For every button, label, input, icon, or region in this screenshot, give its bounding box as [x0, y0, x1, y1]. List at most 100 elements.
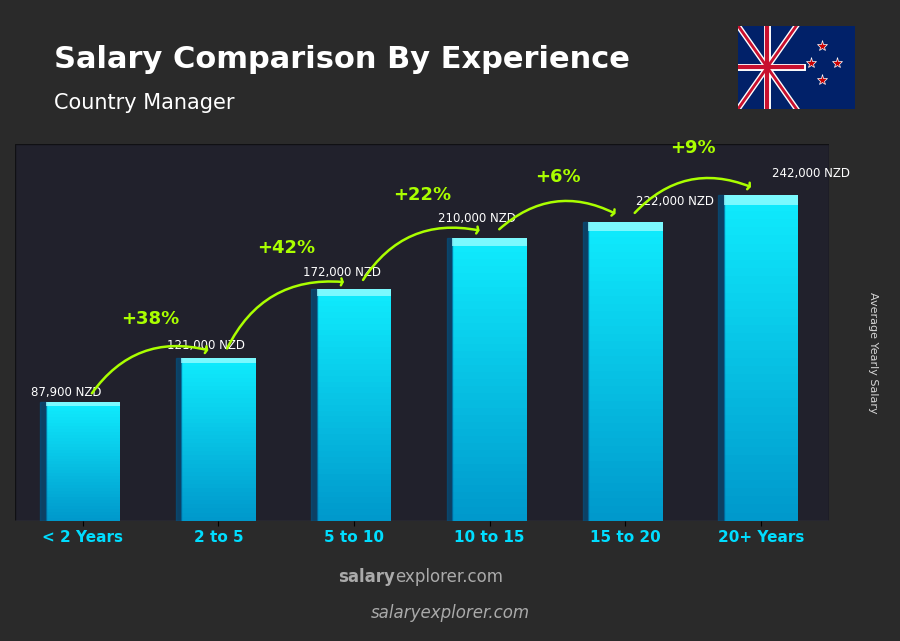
Bar: [453, 372, 527, 379]
Bar: [317, 503, 392, 509]
Text: 172,000 NZD: 172,000 NZD: [302, 266, 381, 279]
Bar: [453, 394, 527, 401]
Bar: [181, 435, 256, 439]
Bar: [181, 358, 256, 362]
Bar: [46, 441, 120, 444]
Bar: [46, 414, 120, 417]
Text: +38%: +38%: [122, 310, 180, 328]
Bar: [724, 235, 798, 244]
Bar: [317, 387, 392, 394]
Bar: [724, 415, 798, 423]
Bar: [317, 312, 392, 318]
Bar: [453, 408, 527, 415]
Bar: [453, 294, 527, 301]
Text: Average Yearly Salary: Average Yearly Salary: [868, 292, 878, 413]
Polygon shape: [176, 358, 181, 520]
Bar: [46, 458, 120, 462]
Text: Salary Comparison By Experience: Salary Comparison By Experience: [54, 45, 630, 74]
Bar: [317, 347, 392, 353]
Bar: [46, 429, 120, 432]
Bar: [588, 469, 662, 476]
Bar: [724, 325, 798, 333]
Bar: [588, 356, 662, 363]
Text: salaryexplorer.com: salaryexplorer.com: [371, 604, 529, 622]
Bar: [46, 491, 120, 494]
Bar: [724, 406, 798, 415]
Bar: [181, 488, 256, 492]
Bar: [46, 423, 120, 426]
Bar: [181, 500, 256, 504]
Bar: [453, 513, 527, 520]
Bar: [317, 335, 392, 341]
Bar: [181, 472, 256, 476]
Bar: [181, 362, 256, 366]
Bar: [453, 492, 527, 499]
Bar: [453, 387, 527, 394]
Bar: [453, 287, 527, 294]
Bar: [317, 289, 392, 295]
Bar: [453, 315, 527, 322]
Bar: [724, 309, 798, 317]
Bar: [317, 445, 392, 451]
Bar: [181, 358, 256, 363]
Bar: [181, 366, 256, 370]
Bar: [453, 485, 527, 492]
Bar: [724, 382, 798, 390]
Bar: [724, 358, 798, 366]
Bar: [317, 376, 392, 381]
Bar: [46, 467, 120, 470]
Bar: [317, 324, 392, 329]
Bar: [453, 280, 527, 287]
Text: 222,000 NZD: 222,000 NZD: [636, 196, 715, 208]
Bar: [453, 245, 527, 252]
Bar: [588, 341, 662, 349]
Bar: [181, 439, 256, 444]
Bar: [588, 476, 662, 483]
Bar: [588, 296, 662, 304]
Bar: [724, 399, 798, 406]
Bar: [453, 365, 527, 372]
Bar: [588, 274, 662, 281]
Bar: [181, 456, 256, 460]
Bar: [724, 228, 798, 235]
Bar: [588, 371, 662, 379]
Bar: [317, 417, 392, 422]
Bar: [453, 436, 527, 443]
Bar: [453, 415, 527, 422]
Bar: [181, 378, 256, 382]
Bar: [181, 394, 256, 399]
Polygon shape: [447, 238, 453, 520]
Bar: [46, 470, 120, 473]
Bar: [588, 363, 662, 371]
Bar: [317, 318, 392, 324]
Bar: [317, 394, 392, 399]
Bar: [46, 500, 120, 503]
Bar: [46, 453, 120, 456]
Bar: [588, 244, 662, 251]
Bar: [724, 195, 798, 203]
Bar: [724, 472, 798, 480]
Bar: [588, 483, 662, 491]
Bar: [588, 513, 662, 520]
Bar: [588, 281, 662, 289]
Bar: [724, 292, 798, 301]
Polygon shape: [311, 289, 317, 520]
Bar: [46, 449, 120, 453]
Bar: [588, 506, 662, 513]
Bar: [46, 408, 120, 411]
Bar: [46, 494, 120, 497]
FancyBboxPatch shape: [15, 144, 829, 520]
Bar: [46, 497, 120, 500]
Bar: [317, 295, 392, 301]
Bar: [588, 401, 662, 408]
Bar: [181, 504, 256, 508]
Bar: [588, 394, 662, 401]
Bar: [317, 457, 392, 463]
Bar: [588, 259, 662, 267]
Bar: [181, 517, 256, 520]
Bar: [724, 219, 798, 228]
Bar: [453, 464, 527, 471]
Bar: [453, 443, 527, 450]
Bar: [453, 337, 527, 344]
Bar: [46, 435, 120, 438]
